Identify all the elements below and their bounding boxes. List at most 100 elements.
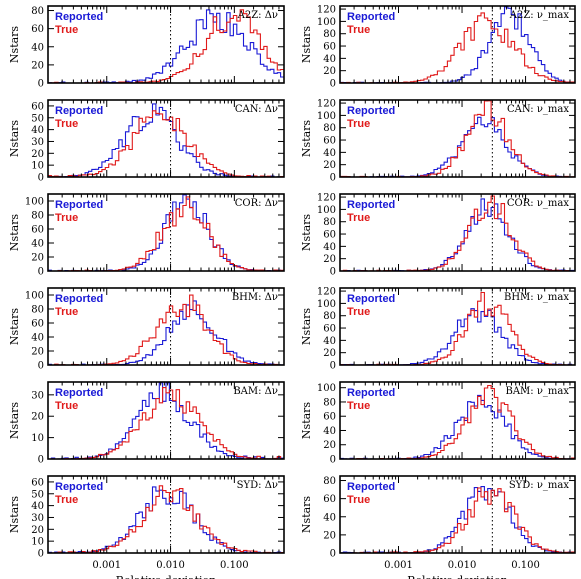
x-axis-label: Relative deviation [407,574,508,579]
legend-reported: Reported [347,481,395,493]
panel-title: BAM: ν_max [505,386,569,397]
y-tick-label: 100 [317,111,336,122]
legend-true: True [347,400,370,412]
y-tick-label: 10 [31,161,44,172]
y-tick-label: 0 [330,79,336,90]
y-tick-label: 30 [31,137,44,148]
y-tick-label: 0 [330,173,336,184]
y-tick-label: 0 [38,79,44,90]
y-tick-label: 80 [323,217,336,228]
y-axis-label: Nstars [300,496,313,534]
legend-true: True [55,212,78,224]
legend-reported: Reported [347,105,395,117]
y-tick-label: 60 [31,477,44,488]
panel-title: A2Z: Δν [237,10,278,21]
y-tick-label: 100 [25,291,44,302]
legend-reported: Reported [347,11,395,23]
legend-reported: Reported [55,481,103,493]
y-tick-label: 60 [323,230,336,241]
legend-reported: Reported [55,293,103,305]
legend-true: True [347,24,370,36]
panel-title: BHM: ν_max [504,292,569,303]
legend-true: True [347,212,370,224]
y-tick-label: 60 [323,324,336,335]
y-tick-label: 20 [323,66,336,77]
y-tick-label: 60 [323,136,336,147]
legend-true: True [55,400,78,412]
y-tick-label: 80 [323,476,336,487]
y-tick-label: 40 [31,125,44,136]
y-tick-label: 60 [323,494,336,505]
y-tick-label: 40 [31,239,44,250]
y-axis-label: Nstars [8,402,21,440]
y-tick-label: 120 [317,99,336,110]
panel-title: COR: ν_max [507,198,569,209]
panel-title: BAM: Δν [233,386,278,397]
plot-frame [47,193,285,272]
y-tick-label: 80 [31,6,44,17]
y-axis-label: Nstars [300,120,313,158]
panel-title: SYD: ν_max [509,480,570,491]
x-tick-label: 0.010 [448,560,477,571]
y-tick-label: 0 [330,455,336,466]
y-tick-label: 40 [31,42,44,53]
y-axis-label: Nstars [8,496,21,534]
y-tick-label: 40 [323,512,336,523]
y-tick-label: 120 [317,193,336,204]
legend-true: True [347,494,370,506]
plot-frame [47,475,285,554]
y-tick-label: 100 [25,197,44,208]
y-tick-label: 80 [31,211,44,222]
y-tick-label: 50 [31,489,44,500]
x-tick-label: 0.010 [156,560,185,571]
y-tick-label: 20 [323,160,336,171]
y-tick-label: 80 [323,311,336,322]
x-tick-label: 0.001 [384,560,413,571]
legend-reported: Reported [55,199,103,211]
legend-true: True [55,24,78,36]
hist-reported [48,486,284,554]
y-tick-label: 80 [323,29,336,40]
plot-frame [47,5,285,84]
y-tick-label: 30 [31,513,44,524]
hist-reported [340,394,575,460]
y-tick-label: 0 [38,267,44,278]
y-tick-label: 40 [323,336,336,347]
plot-frame [339,193,576,272]
y-tick-label: 100 [317,205,336,216]
plot-frame [47,99,285,178]
y-tick-label: 10 [31,433,44,444]
legend-reported: Reported [55,105,103,117]
y-tick-label: 40 [323,242,336,253]
x-tick-label: 0.100 [511,560,540,571]
plot-frame [47,381,285,460]
x-axis-label: Relative deviation [116,574,217,579]
hist-true [48,110,284,178]
panel-title: SYD: Δν [237,480,278,491]
plot-frame [339,381,576,460]
legend-true: True [347,306,370,318]
y-tick-label: 40 [323,426,336,437]
y-tick-label: 60 [31,24,44,35]
y-tick-label: 20 [323,440,336,451]
plot-frame [339,99,576,178]
hist-true [340,12,575,84]
y-tick-label: 30 [31,390,44,401]
y-axis-label: Nstars [8,308,21,346]
y-tick-label: 20 [31,347,44,358]
y-tick-label: 40 [31,501,44,512]
legend-true: True [55,118,78,130]
y-tick-label: 100 [317,17,336,28]
legend-reported: Reported [55,11,103,23]
plot-frame [339,287,576,366]
y-tick-label: 60 [323,42,336,53]
y-tick-label: 0 [38,361,44,372]
hist-reported [48,300,284,366]
